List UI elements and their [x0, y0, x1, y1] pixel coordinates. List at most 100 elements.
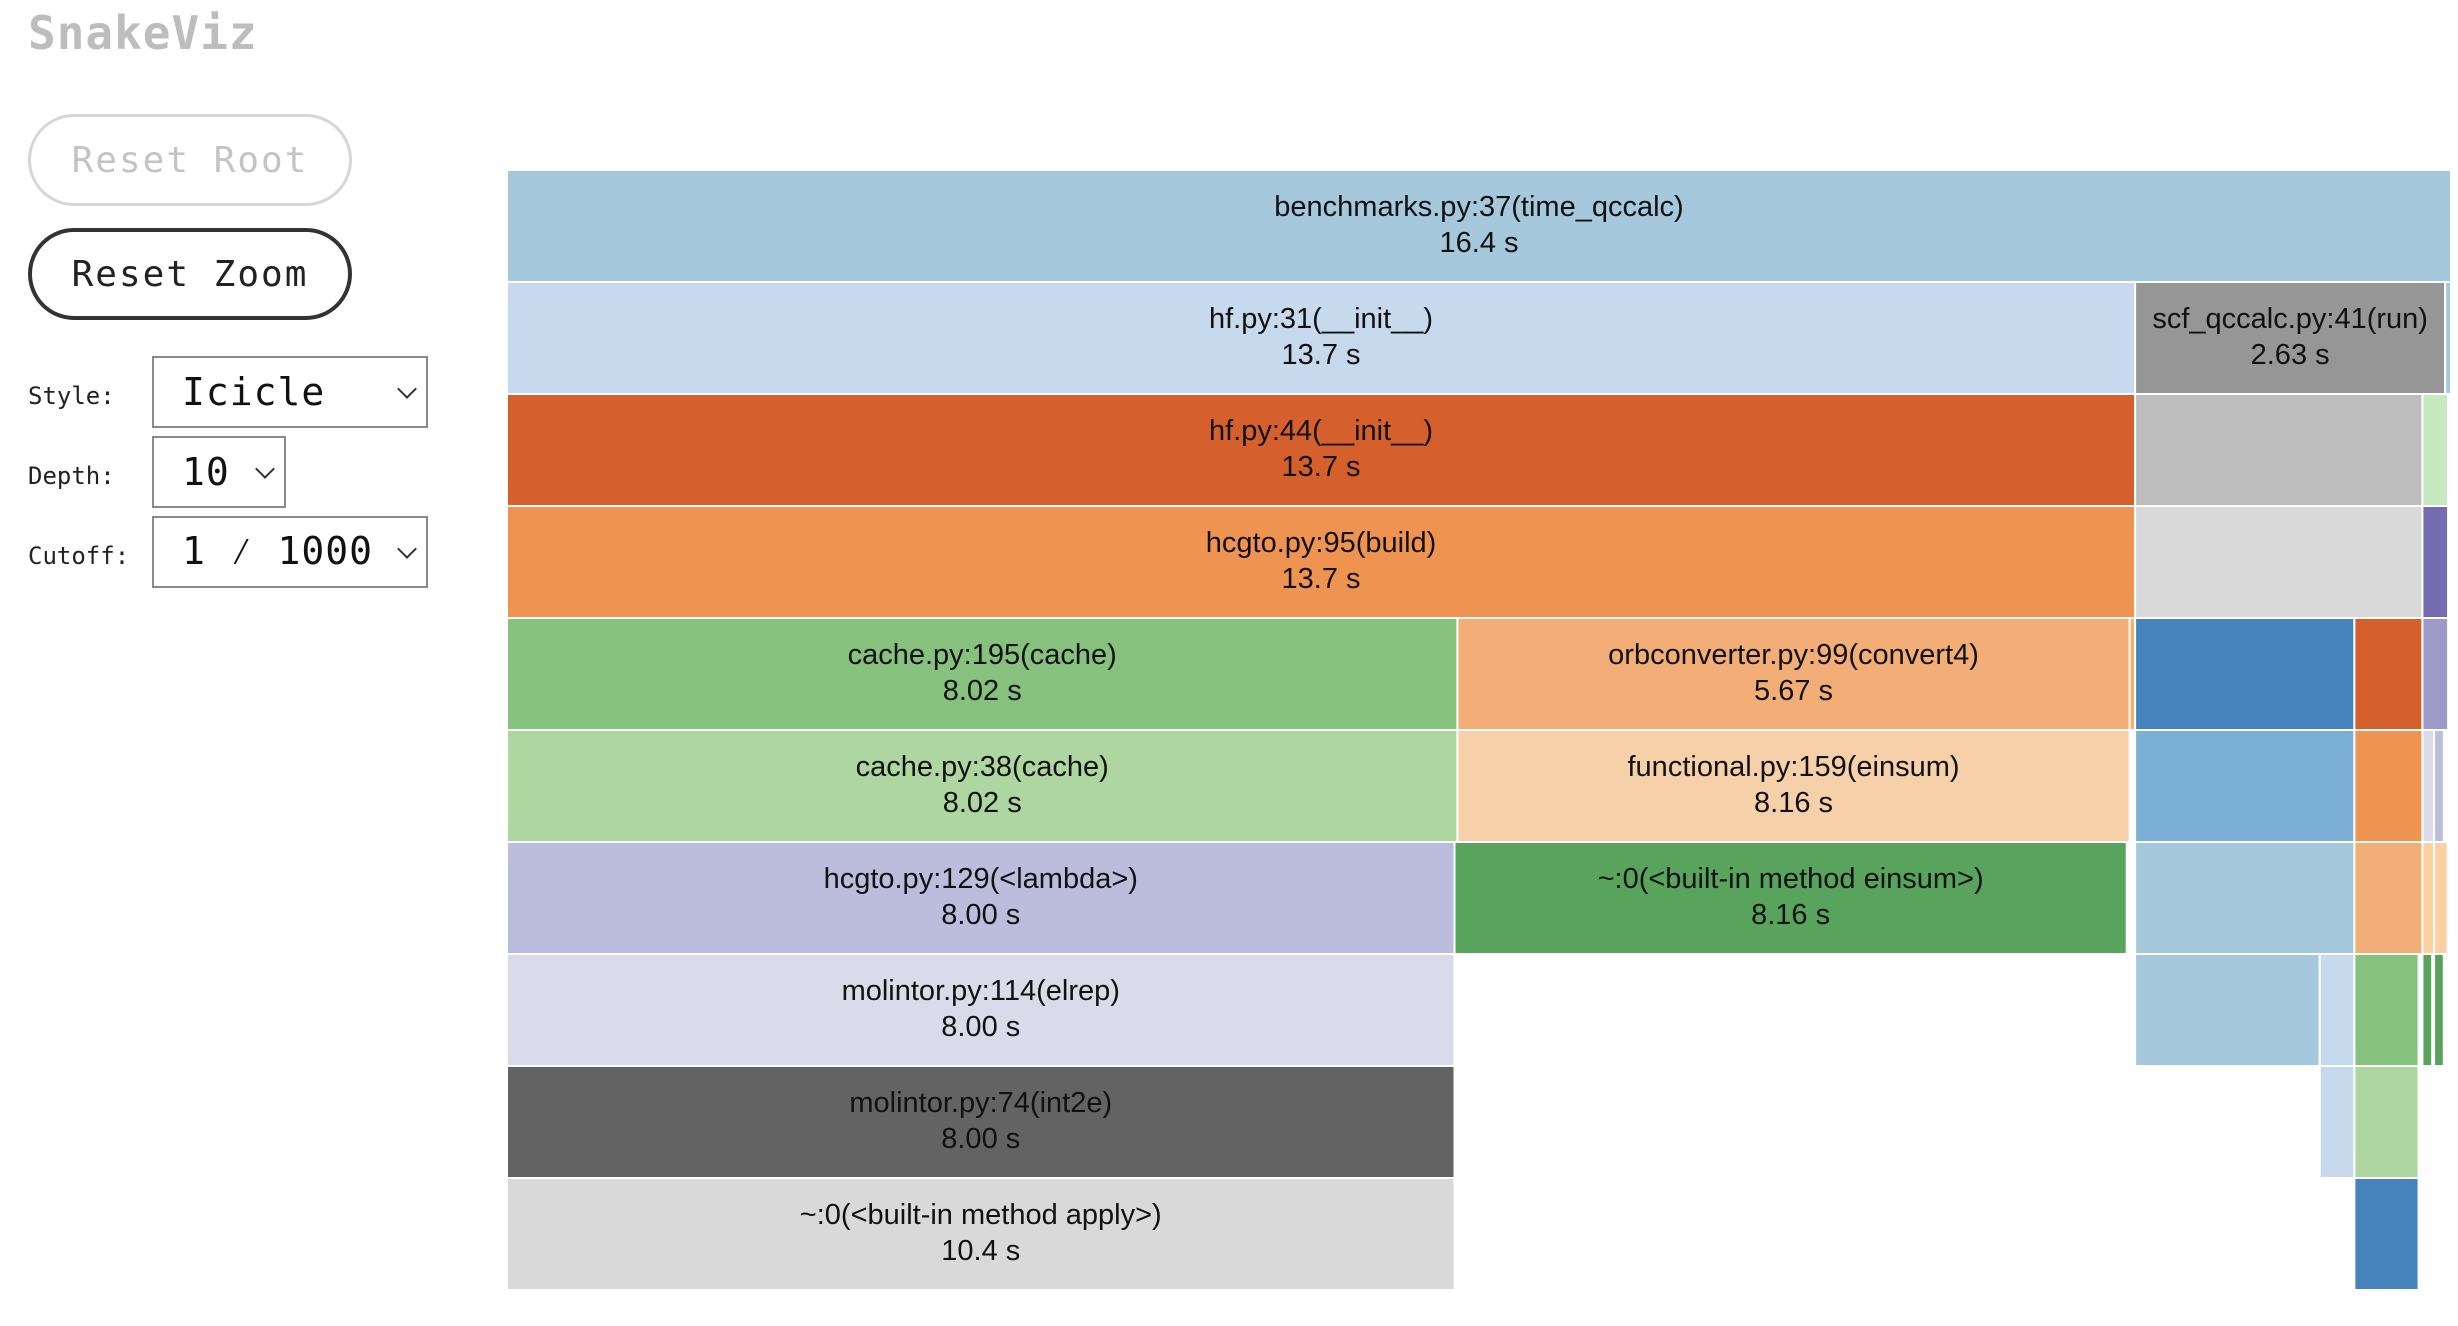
- icicle-node-rect[interactable]: [2134, 505, 2424, 619]
- icicle-node-rect[interactable]: [506, 841, 1456, 955]
- icicle-node[interactable]: [2353, 1065, 2420, 1179]
- icicle-node[interactable]: benchmarks.py:37(time_qccalc) 16.4 s: [506, 169, 2452, 283]
- icicle-node[interactable]: [2444, 281, 2452, 395]
- icicle-node-rect[interactable]: [2318, 953, 2356, 1067]
- app-title: SnakeViz: [28, 6, 258, 60]
- style-select-value: Icicle: [182, 370, 326, 414]
- icicle-node-rect[interactable]: [506, 617, 1459, 731]
- icicle-node-time: 8.00 s: [941, 1011, 1020, 1043]
- depth-select[interactable]: 10: [152, 436, 286, 508]
- icicle-node-rect[interactable]: [506, 953, 1456, 1067]
- style-select[interactable]: Icicle: [152, 356, 428, 428]
- icicle-node[interactable]: cache.py:38(cache) 8.02 s: [506, 729, 1459, 843]
- icicle-node[interactable]: molintor.py:74(int2e) 8.00 s: [506, 1065, 1456, 1179]
- icicle-node-time: 13.7 s: [1282, 563, 1361, 595]
- icicle-node-rect[interactable]: [2353, 617, 2424, 731]
- icicle-node-rect[interactable]: [2433, 953, 2445, 1067]
- icicle-node-rect[interactable]: [2421, 617, 2450, 731]
- icicle-node[interactable]: hf.py:31(__init__) 13.7 s: [506, 281, 2137, 395]
- icicle-node[interactable]: functional.py:159(einsum) 8.16 s: [1456, 729, 2131, 843]
- icicle-node-label: hcgto.py:95(build): [1206, 527, 1437, 559]
- icicle-node[interactable]: cache.py:195(cache) 8.02 s: [506, 617, 1459, 731]
- icicle-node-rect[interactable]: [2353, 1177, 2420, 1291]
- icicle-node-rect[interactable]: [2134, 393, 2424, 507]
- icicle-node-rect[interactable]: [1453, 841, 2128, 955]
- icicle-node-rect[interactable]: [2421, 505, 2450, 619]
- icicle-node-rect[interactable]: [2353, 1065, 2420, 1179]
- icicle-node[interactable]: scf_qccalc.py:41(run) 2.63 s: [2134, 281, 2447, 395]
- icicle-node-rect[interactable]: [2134, 617, 2356, 731]
- icicle-node-rect[interactable]: [2134, 841, 2356, 955]
- icicle-node[interactable]: [2421, 729, 2436, 843]
- reset-zoom-button[interactable]: Reset Zoom: [28, 228, 352, 320]
- icicle-node[interactable]: hf.py:44(__init__) 13.7 s: [506, 393, 2137, 507]
- icicle-node[interactable]: [2134, 953, 2321, 1067]
- icicle-node[interactable]: [2134, 617, 2356, 731]
- reset-root-button[interactable]: Reset Root: [28, 114, 352, 206]
- depth-label: Depth:: [28, 462, 115, 490]
- icicle-node[interactable]: [2353, 1177, 2420, 1291]
- cutoff-select-value: 1 ⁄ 1000: [182, 528, 373, 573]
- icicle-node[interactable]: [2353, 841, 2424, 955]
- icicle-node[interactable]: [2318, 953, 2356, 1067]
- icicle-node-time: 13.7 s: [1282, 339, 1361, 371]
- icicle-node-rect[interactable]: [2421, 729, 2436, 843]
- icicle-node[interactable]: [2421, 953, 2434, 1067]
- icicle-node[interactable]: [2421, 841, 2436, 955]
- icicle-node-label: orbconverter.py:99(convert4): [1608, 639, 1979, 671]
- icicle-node-rect[interactable]: [2433, 841, 2449, 955]
- icicle-node[interactable]: [2353, 617, 2424, 731]
- icicle-node-rect[interactable]: [2421, 393, 2450, 507]
- icicle-node[interactable]: ~:0(<built-in method einsum>) 8.16 s: [1453, 841, 2128, 955]
- icicle-node-rect[interactable]: [2353, 729, 2424, 843]
- style-label: Style:: [28, 382, 115, 410]
- icicle-node[interactable]: [2433, 729, 2445, 843]
- icicle-node-rect[interactable]: [506, 393, 2137, 507]
- icicle-node[interactable]: [2421, 505, 2450, 619]
- cutoff-select[interactable]: 1 ⁄ 1000: [152, 516, 428, 588]
- icicle-node-rect[interactable]: [506, 729, 1459, 843]
- icicle-node-rect[interactable]: [2353, 953, 2420, 1067]
- icicle-node[interactable]: [2433, 953, 2445, 1067]
- depth-select-value: 10: [182, 450, 230, 494]
- icicle-node[interactable]: [2134, 393, 2424, 507]
- icicle-node-rect[interactable]: [506, 1065, 1456, 1179]
- icicle-node-rect[interactable]: [2134, 953, 2321, 1067]
- icicle-node-rect[interactable]: [506, 505, 2137, 619]
- icicle-node-rect[interactable]: [2444, 281, 2452, 395]
- icicle-node[interactable]: [2318, 1065, 2356, 1179]
- icicle-node-rect[interactable]: [506, 169, 2452, 283]
- icicle-node-time: 5.67 s: [1754, 675, 1833, 707]
- icicle-node-rect[interactable]: [1456, 617, 2131, 731]
- icicle-node-time: 8.16 s: [1754, 787, 1833, 819]
- icicle-node-rect[interactable]: [2318, 1065, 2356, 1179]
- icicle-node-rect[interactable]: [2134, 729, 2356, 843]
- icicle-node-label: molintor.py:114(elrep): [842, 975, 1120, 1007]
- icicle-node-rect[interactable]: [2433, 729, 2445, 843]
- icicle-node-rect[interactable]: [2134, 281, 2447, 395]
- icicle-node-rect[interactable]: [506, 1177, 1456, 1291]
- icicle-node-time: 2.63 s: [2251, 339, 2330, 371]
- icicle-node-rect[interactable]: [2353, 841, 2424, 955]
- icicle-node-label: functional.py:159(einsum): [1628, 751, 1960, 783]
- icicle-node-time: 8.00 s: [941, 899, 1020, 931]
- icicle-node-rect[interactable]: [1456, 729, 2131, 843]
- icicle-node[interactable]: [2433, 841, 2449, 955]
- icicle-node-time: 13.7 s: [1282, 451, 1361, 483]
- icicle-node-rect[interactable]: [506, 281, 2137, 395]
- icicle-node[interactable]: [2134, 729, 2356, 843]
- icicle-node-rect[interactable]: [2421, 953, 2434, 1067]
- icicle-node[interactable]: [2353, 953, 2420, 1067]
- icicle-node[interactable]: [2134, 505, 2424, 619]
- icicle-node[interactable]: molintor.py:114(elrep) 8.00 s: [506, 953, 1456, 1067]
- icicle-node[interactable]: [2353, 729, 2424, 843]
- icicle-node[interactable]: orbconverter.py:99(convert4) 5.67 s: [1456, 617, 2131, 731]
- icicle-node[interactable]: hcgto.py:129(<lambda>) 8.00 s: [506, 841, 1456, 955]
- icicle-node-rect[interactable]: [2421, 841, 2436, 955]
- icicle-node[interactable]: [2134, 841, 2356, 955]
- icicle-node[interactable]: [2421, 617, 2450, 731]
- icicle-node[interactable]: [2421, 393, 2450, 507]
- icicle-node[interactable]: hcgto.py:95(build) 13.7 s: [506, 505, 2137, 619]
- icicle-node[interactable]: ~:0(<built-in method apply>) 10.4 s: [506, 1177, 1456, 1291]
